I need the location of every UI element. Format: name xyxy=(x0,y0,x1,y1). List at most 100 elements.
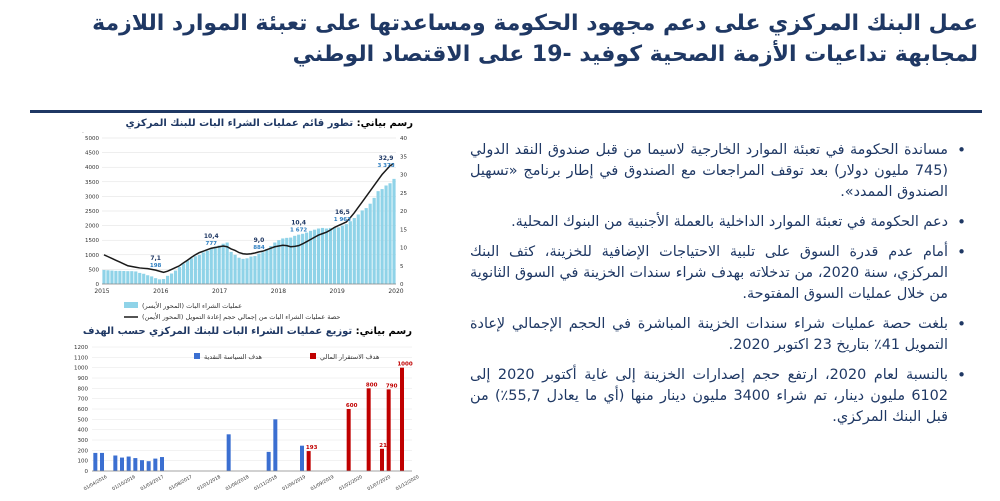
chart2-heading-bold: رسم بياني: xyxy=(355,326,412,337)
chart2-legend-blue-swatch xyxy=(194,353,200,359)
chart1-bar xyxy=(328,227,333,284)
chart2-legend-blue: هدف السياسة النقدية xyxy=(204,353,262,361)
chart1-bar xyxy=(308,230,313,284)
chart1-share-label: 9,0 xyxy=(254,237,265,244)
chart1-right-tick: 35 xyxy=(400,154,407,160)
chart2-bar-financial xyxy=(366,388,371,471)
chart1-bar xyxy=(229,251,233,284)
chart1-bar xyxy=(130,271,134,284)
chart1-bar xyxy=(154,278,158,284)
chart1-bar xyxy=(340,225,344,284)
chart2-bar-monetary xyxy=(153,458,158,471)
bullet-item: مساندة الحكومة في تعبئة الموارد الخارجية… xyxy=(470,140,970,203)
chart1-bar xyxy=(277,240,281,284)
chart1-bar xyxy=(110,270,114,284)
chart1-bar xyxy=(285,237,289,284)
chart2-bar-monetary xyxy=(266,451,271,471)
chart1-bar xyxy=(126,271,130,284)
chart1-bar-label: 3 373 xyxy=(377,163,394,169)
chart1-left-tick: 500 xyxy=(89,267,100,273)
chart1-right-tick: 10 xyxy=(400,246,407,252)
chart1-svg: م د % 0 500 1000 1500 2000 2500 3000 3500 4000 45… xyxy=(78,132,407,321)
chart1-bar xyxy=(158,279,162,284)
chart1-x-tick: 2016 xyxy=(153,288,168,295)
chart1-bar xyxy=(150,276,154,284)
chart1-legend-line: حصة عمليات الشراء البات من إجمالي حجم إع… xyxy=(142,312,340,321)
chart1-left-tick: 1500 xyxy=(85,238,99,244)
chart1-bar xyxy=(205,250,209,284)
chart2-bar-monetary xyxy=(113,455,118,471)
bullet-item: أمام عدم قدرة السوق على تلبية الاحتياجات… xyxy=(470,242,970,305)
chart2-x-tick: 01/10/2016 xyxy=(111,474,137,492)
chart1-heading-text: تطور قائم عمليات الشراء البات للبنك المر… xyxy=(125,118,354,129)
chart1-left-tick: 5000 xyxy=(85,136,99,142)
bullet-list: مساندة الحكومة في تعبئة الموارد الخارجية… xyxy=(470,140,970,437)
chart1-bar xyxy=(332,227,337,284)
chart1-bar xyxy=(281,238,285,284)
chart1-left-tick: 4500 xyxy=(85,151,99,157)
chart2-y-tick: 200 xyxy=(78,448,89,454)
bullet-item: دعم الحكومة في تعبئة الموارد الداخلية با… xyxy=(470,212,970,233)
chart1-share-label: 16,5 xyxy=(335,209,350,216)
chart1-heading-bold: رسم بياني: xyxy=(356,118,413,129)
chart1-bar xyxy=(336,227,340,284)
chart1-bar xyxy=(189,258,193,284)
chart2-x-tick: 01/04/2019 xyxy=(281,474,307,492)
chart2-legend-red-swatch xyxy=(310,353,316,359)
chart1-bar xyxy=(305,232,309,284)
chart1-right-tick: 40 xyxy=(400,136,407,142)
chart1-bar xyxy=(221,243,225,284)
chart2-panel: رسم بياني: توزيع عمليات الشراء البات للب… xyxy=(62,326,422,501)
chart1-bar xyxy=(241,258,245,284)
chart1-bar xyxy=(122,271,126,284)
chart1-bar-label: 777 xyxy=(206,241,218,247)
chart1-bar xyxy=(161,279,166,284)
chart1-bar xyxy=(209,248,213,284)
chart1-x-tick: 2020 xyxy=(388,288,403,295)
chart1-bar xyxy=(320,227,325,284)
chart2-y-tick: 800 xyxy=(78,386,89,392)
chart1-bar xyxy=(360,210,364,284)
chart2-bar-financial xyxy=(306,451,311,471)
chart1-bar xyxy=(352,218,356,284)
page-title: عمل البنك المركزي على دعم مجهود الحكومة … xyxy=(92,11,978,67)
chart2-bar-financial xyxy=(386,389,391,471)
chart1-bar xyxy=(134,271,138,284)
chart1-bar xyxy=(213,246,217,284)
chart2-data-label: 800 xyxy=(366,382,378,388)
chart2-bar-monetary xyxy=(160,457,164,471)
chart1-bar xyxy=(165,275,170,284)
chart1-bar xyxy=(225,242,229,284)
chart1-bar xyxy=(312,229,317,284)
chart2-x-tick: 01/01/2018 xyxy=(196,474,222,492)
chart1-bar xyxy=(388,183,392,284)
chart1-right-tick: 0 xyxy=(400,282,404,288)
chart2-heading-text: توزيع عمليات الشراء البات للبنك المركزي … xyxy=(82,326,353,337)
chart1-x-tick: 2018 xyxy=(271,288,286,295)
chart1-left-tick: 3000 xyxy=(85,194,99,200)
chart1-bar xyxy=(380,189,384,284)
chart1-x-tick: 2017 xyxy=(212,288,227,295)
chart2-bar-monetary xyxy=(120,457,124,471)
chart1-bar xyxy=(257,253,261,284)
chart2-bar-monetary xyxy=(146,461,151,471)
chart1-bar-label: 884 xyxy=(253,245,265,251)
chart1-share-label: 7,1 xyxy=(150,255,161,262)
chart2-y-tick: 1100 xyxy=(74,355,88,361)
chart1-bar xyxy=(293,235,297,284)
chart1-panel: رسم بياني: تطور قائم عمليات الشراء البات… xyxy=(78,118,423,323)
chart2-y-tick: 100 xyxy=(78,459,89,465)
chart1-bar xyxy=(102,269,106,284)
chart1-bar xyxy=(233,254,237,284)
chart1-bar xyxy=(197,254,201,284)
chart2-bar-monetary xyxy=(100,452,104,471)
chart1-heading: رسم بياني: تطور قائم عمليات الشراء البات… xyxy=(126,118,414,129)
chart1-legend-bar-swatch xyxy=(124,302,138,308)
chart1-left-tick: 4000 xyxy=(85,165,99,171)
chart2-data-label: 790 xyxy=(386,383,398,389)
bullet-item: بالنسبة لعام 2020، ارتفع حجم إصدارات الخ… xyxy=(470,365,970,428)
chart1-bar xyxy=(249,256,253,284)
chart1-left-tick: 2500 xyxy=(85,209,99,215)
chart1-bar xyxy=(297,234,301,284)
chart2-x-tick: 01/06/2018 xyxy=(225,474,251,492)
